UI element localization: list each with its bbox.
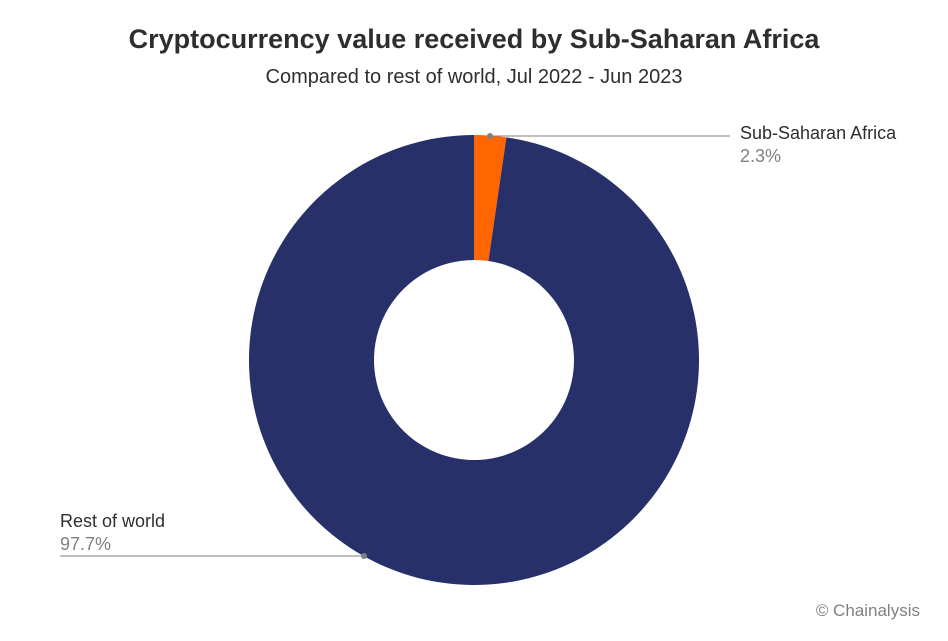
callout-name: Rest of world xyxy=(60,510,165,533)
callout-label-rest-of-world: Rest of world 97.7% xyxy=(60,510,165,555)
callout-label-sub-saharan-africa: Sub-Saharan Africa 2.3% xyxy=(740,122,896,167)
chart-container: Cryptocurrency value received by Sub-Sah… xyxy=(0,0,948,641)
callout-value: 97.7% xyxy=(60,533,165,556)
callout-anchor-dot xyxy=(487,133,493,139)
donut-slices xyxy=(249,135,699,585)
callout-anchor-dot xyxy=(361,553,367,559)
callout-value: 2.3% xyxy=(740,145,896,168)
callout-name: Sub-Saharan Africa xyxy=(740,122,896,145)
attribution-text: © Chainalysis xyxy=(816,601,920,621)
